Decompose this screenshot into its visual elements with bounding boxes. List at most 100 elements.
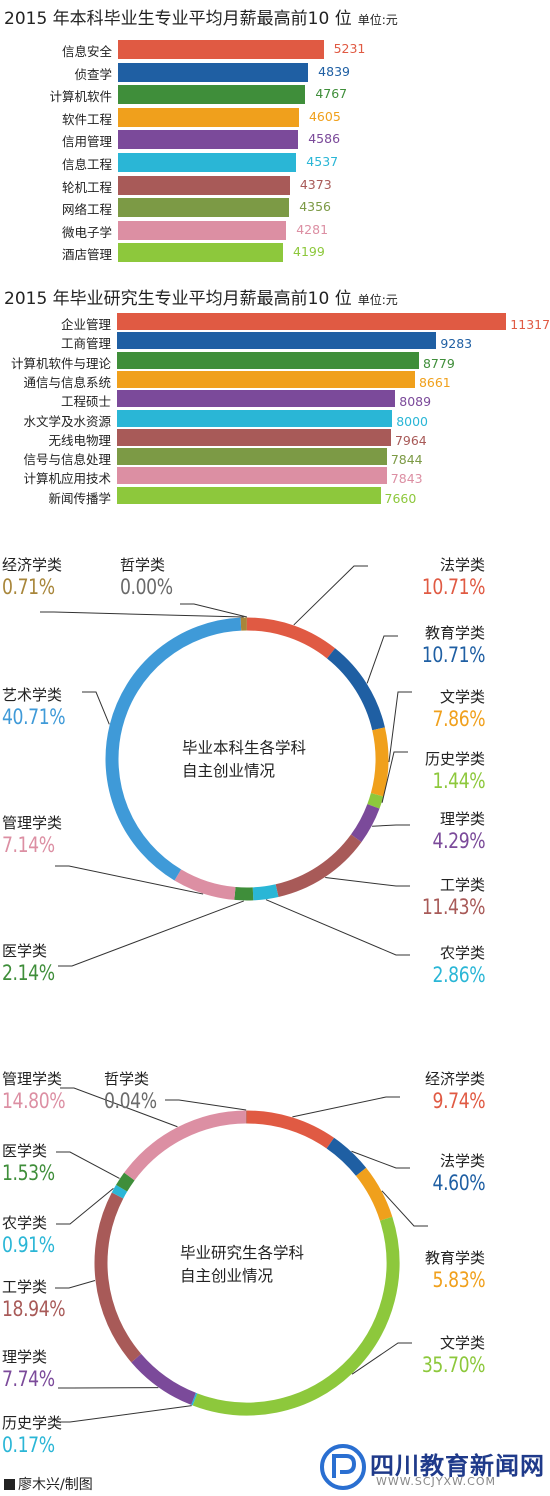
donut1-slice [331, 653, 379, 728]
donut2-slice [361, 1172, 386, 1219]
donut1-leader-line [40, 612, 244, 617]
donut2-slice-name: 文学类 [408, 1332, 485, 1353]
donut2-center-line2: 自主创业情况 [180, 1267, 273, 1285]
donut1-slice-percent: 10.71% [422, 575, 485, 599]
donut1-slice-name: 教育学类 [408, 622, 485, 643]
donut1-leader-line [325, 878, 410, 886]
donut1-slice-name: 经济学类 [2, 554, 66, 575]
donut1-leader-line [372, 825, 410, 826]
donut1-center-line2: 自主创业情况 [182, 762, 275, 780]
donut2-slice [246, 1117, 330, 1143]
donut2-center-label: 毕业研究生各学科 自主创业情况 [180, 1242, 304, 1288]
donut2-slice-percent: 18.94% [2, 1297, 65, 1321]
donut2-slice [330, 1143, 361, 1172]
donut1-slice-name: 农学类 [421, 942, 485, 963]
donut1-slice [373, 795, 377, 807]
donut1-slice-percent: 11.43% [422, 895, 485, 919]
donut2-slice [136, 1358, 193, 1399]
donut1-slice-percent: 0.00% [120, 575, 173, 599]
donut1-slice [377, 729, 382, 795]
donut2-slice [101, 1196, 136, 1359]
donut1-leader-line [82, 692, 109, 724]
donut1-leader-line [266, 900, 410, 955]
donut1-slice-percent: 0.71% [2, 575, 55, 599]
donut2-leader-line [165, 1100, 246, 1110]
donut2-slice-name: 经济学类 [421, 1068, 485, 1089]
donut2-slice-percent: 0.04% [104, 1089, 157, 1113]
donut2-slice [194, 1399, 195, 1400]
donut1-slice-name: 工学类 [408, 874, 485, 895]
donut1-leader-line [58, 901, 244, 966]
donut1-center-line1: 毕业本科生各学科 [182, 739, 306, 757]
donut2-slice-percent: 0.17% [2, 1433, 55, 1457]
donut1-leader-line [367, 636, 398, 683]
donut1-slice-name: 法学类 [408, 554, 485, 575]
donut2-slice-name: 管理学类 [2, 1068, 79, 1089]
donut2-slice-name: 历史学类 [2, 1412, 66, 1433]
donut2-slice-name: 教育学类 [421, 1247, 485, 1268]
donut2-slice-percent: 9.74% [432, 1089, 485, 1113]
donut1-slice-name: 管理学类 [2, 812, 66, 833]
donut2-center-line1: 毕业研究生各学科 [180, 1244, 304, 1262]
donut1-slice-name: 哲学类 [120, 554, 184, 575]
donut1-slice-name: 文学类 [421, 686, 485, 707]
watermark-url: WWW.SCJYXW.COM [376, 1475, 496, 1488]
donut2-slice-percent: 0.91% [2, 1233, 55, 1257]
donut1-slice [235, 893, 253, 894]
donut1-slice-name: 历史学类 [421, 748, 485, 769]
donut2-slice-percent: 5.83% [432, 1268, 485, 1292]
donut2-slice-name: 工学类 [2, 1276, 79, 1297]
donut1-slice-name: 艺术学类 [2, 684, 79, 705]
donut2-slice [129, 1117, 246, 1177]
donut1-slice-percent: 2.14% [2, 961, 55, 985]
donut1-slice-name: 医学类 [2, 940, 66, 961]
donut1-slice-percent: 7.14% [2, 833, 55, 857]
donut2-slice-name: 哲学类 [104, 1068, 168, 1089]
donut1-slice [277, 838, 356, 890]
donut2-slice-percent: 4.60% [432, 1171, 485, 1195]
donut2-slice-percent: 1.53% [2, 1161, 55, 1185]
donut1-center-label: 毕业本科生各学科 自主创业情况 [182, 737, 306, 783]
donut2-slice-percent: 35.70% [422, 1353, 485, 1377]
donut1-slice-percent: 1.44% [432, 769, 485, 793]
donut1-slice-name: 理学类 [421, 808, 485, 829]
donut2-slice-percent: 14.80% [2, 1089, 65, 1113]
donut1-slice-percent: 40.71% [2, 705, 65, 729]
donut2-slice-name: 农学类 [2, 1212, 66, 1233]
donut2-slice-name: 理学类 [2, 1346, 66, 1367]
donut2-slice-name: 法学类 [421, 1150, 485, 1171]
donut1-leader-line [180, 604, 247, 617]
donut2-leader-line [56, 1406, 192, 1422]
donut1-slice [247, 624, 331, 653]
donut1-slice-percent: 7.86% [432, 707, 485, 731]
donut1-slice-percent: 2.86% [432, 963, 485, 987]
donut2-leader-line [292, 1097, 400, 1117]
donut1-slice [356, 806, 373, 838]
donut2-slice [122, 1177, 130, 1189]
donut2-slice-percent: 7.74% [2, 1367, 55, 1391]
donut2-slice-name: 医学类 [2, 1140, 66, 1161]
watermark-logo: 四川教育新闻网 WWW.SCJYXW.COM [318, 1442, 550, 1495]
donut1-slice-percent: 10.71% [422, 643, 485, 667]
